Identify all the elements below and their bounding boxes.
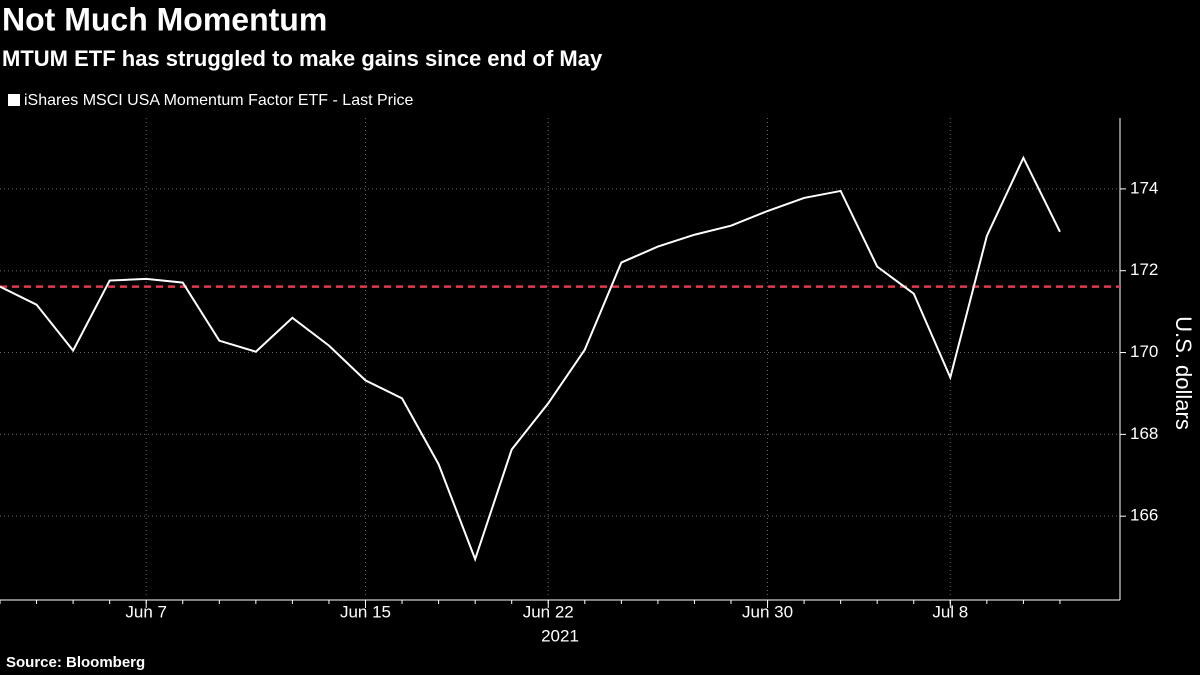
x-tick-label: Jun 15 bbox=[340, 602, 391, 621]
y-tick-label: 166 bbox=[1130, 506, 1158, 525]
x-tick-label: Jun 30 bbox=[742, 602, 793, 621]
x-tick-label: Jul 8 bbox=[932, 602, 968, 621]
y-tick-label: 170 bbox=[1130, 342, 1158, 361]
source: Source: Bloomberg bbox=[6, 654, 145, 671]
price-line bbox=[0, 155, 1061, 563]
chart-title: Not Much Momentum bbox=[2, 1, 327, 37]
y-tick-label: 174 bbox=[1130, 178, 1158, 197]
legend-label: iShares MSCI USA Momentum Factor ETF - L… bbox=[24, 92, 414, 109]
y-tick-label: 172 bbox=[1130, 260, 1158, 279]
x-tick-label: Jun 7 bbox=[125, 602, 167, 621]
y-axis-title: U.S. dollars bbox=[1171, 316, 1196, 430]
y-tick-label: 168 bbox=[1130, 424, 1158, 443]
chart-subtitle: MTUM ETF has struggled to make gains sin… bbox=[2, 46, 603, 71]
x-sublabel: 2021 bbox=[541, 626, 579, 645]
x-tick-label: Jun 22 bbox=[523, 602, 574, 621]
legend-swatch bbox=[8, 94, 20, 106]
